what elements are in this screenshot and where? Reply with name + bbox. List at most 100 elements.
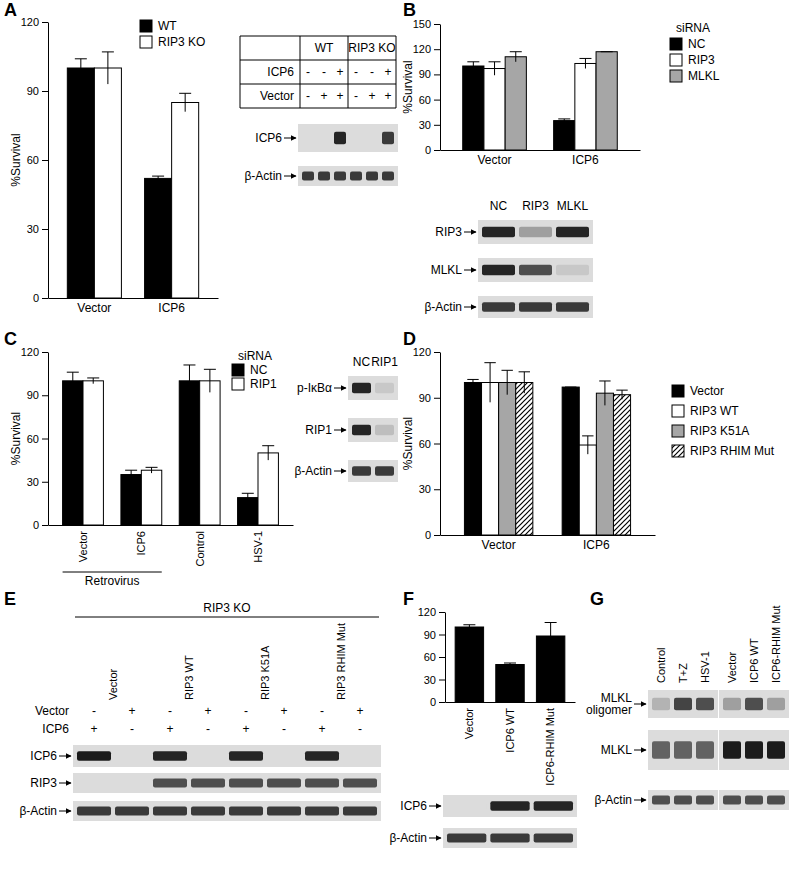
band bbox=[767, 796, 785, 805]
tick-label: ICP6 bbox=[572, 153, 599, 167]
bar bbox=[121, 475, 141, 525]
error-bar bbox=[489, 62, 501, 75]
error-cap bbox=[183, 364, 195, 365]
error-bar bbox=[599, 381, 610, 405]
row-label: RIP3 bbox=[435, 225, 462, 239]
table-rule bbox=[348, 36, 349, 108]
row-label: β-Actin bbox=[294, 464, 332, 478]
band bbox=[318, 172, 330, 181]
error-cap bbox=[510, 51, 522, 52]
tick: 120 bbox=[418, 606, 445, 618]
legend-swatch bbox=[140, 20, 152, 32]
error-cap bbox=[501, 370, 512, 371]
label-arrow bbox=[59, 783, 71, 784]
bar bbox=[179, 381, 199, 525]
bar bbox=[496, 665, 524, 703]
axis-line bbox=[445, 613, 446, 703]
tick-label: ICP6 bbox=[135, 531, 147, 555]
tick-label: 0 bbox=[425, 144, 431, 156]
y-axis: 0306090120 bbox=[21, 16, 49, 304]
bar bbox=[596, 52, 617, 150]
marks bbox=[455, 623, 565, 703]
tick: Control bbox=[194, 525, 206, 566]
tick-label: 30 bbox=[419, 119, 431, 131]
band bbox=[229, 779, 263, 788]
x-axis: Vector ICP6 bbox=[441, 150, 641, 167]
tick-label: 30 bbox=[27, 476, 39, 488]
tick-mark bbox=[439, 702, 445, 703]
blot-background bbox=[443, 795, 577, 817]
blot-panel: ControlT+ZHSV-1VectorICP6 WTICP6-RHIM Mu… bbox=[586, 589, 789, 810]
axis-line bbox=[441, 150, 641, 151]
band bbox=[375, 466, 394, 476]
lane-label: RIP1 bbox=[371, 355, 398, 369]
tick: ICP6 bbox=[135, 525, 147, 555]
condition-sign: - bbox=[306, 65, 310, 79]
bar-panel: 0306090120150VectorICP6%SurvivalsiRNANCR… bbox=[401, 0, 719, 167]
legend-swatch bbox=[672, 385, 684, 397]
tick-label: 0 bbox=[33, 292, 39, 304]
row-label: MLKL bbox=[431, 263, 463, 277]
error-bar bbox=[467, 62, 479, 70]
legend-swatch bbox=[672, 405, 684, 417]
tick: Vector bbox=[478, 150, 512, 167]
band bbox=[674, 698, 692, 710]
tick-label: 0 bbox=[425, 529, 431, 541]
tick-label: 60 bbox=[424, 651, 436, 663]
condition-sign: + bbox=[128, 704, 135, 718]
condition-sign: + bbox=[384, 65, 391, 79]
panel-letter: B bbox=[403, 0, 416, 20]
band bbox=[302, 172, 314, 181]
condition-sign: + bbox=[336, 65, 343, 79]
error-bar bbox=[501, 370, 512, 394]
band bbox=[305, 807, 339, 816]
error-cap bbox=[599, 380, 610, 381]
label-arrow bbox=[429, 806, 441, 807]
figure-container: 0306090120VectorICP6%SurvivalWTRIP3 KOAW… bbox=[0, 0, 793, 894]
panel-letter: E bbox=[4, 589, 16, 609]
error-cap bbox=[545, 622, 557, 623]
error-stem bbox=[564, 119, 565, 122]
band bbox=[723, 796, 741, 805]
tick-mark bbox=[42, 482, 48, 483]
table-rule bbox=[300, 36, 301, 108]
tick-mark bbox=[42, 395, 48, 396]
row-label: ICP6 bbox=[400, 799, 427, 813]
blot-background bbox=[719, 790, 789, 810]
bar bbox=[579, 445, 596, 535]
condition-label: Vector bbox=[260, 89, 294, 103]
row-label: MLKLoligomer bbox=[586, 691, 632, 717]
group-label: Vector bbox=[107, 668, 119, 700]
panel-letter: A bbox=[4, 0, 17, 20]
lane-label: RIP3 bbox=[522, 199, 549, 213]
row-label: p-IκBα bbox=[297, 381, 332, 395]
band bbox=[519, 227, 552, 238]
error-bar bbox=[484, 363, 495, 403]
y-axis: 0306090120 bbox=[413, 346, 441, 541]
table-rule bbox=[240, 108, 396, 109]
error-stem bbox=[72, 372, 73, 389]
error-cap bbox=[204, 369, 216, 370]
lane-label: NC bbox=[353, 355, 371, 369]
condition-sign: + bbox=[280, 704, 287, 718]
tick: 30 bbox=[27, 476, 48, 488]
condition-sign: - bbox=[244, 704, 248, 718]
band bbox=[696, 698, 714, 710]
legend-swatch bbox=[140, 36, 152, 48]
legend-label: WT bbox=[158, 19, 177, 33]
tick: 60 bbox=[419, 438, 440, 450]
error-cap bbox=[565, 387, 576, 388]
tick-label: 60 bbox=[419, 94, 431, 106]
error-cap bbox=[558, 118, 570, 119]
legend-title: siRNA bbox=[238, 349, 272, 363]
bar bbox=[63, 381, 83, 525]
band bbox=[447, 834, 486, 843]
bar bbox=[499, 383, 516, 536]
band bbox=[302, 132, 314, 144]
legend-label: RIP3 WT bbox=[690, 404, 739, 418]
tick-mark bbox=[434, 125, 440, 126]
band bbox=[153, 751, 187, 761]
error-cap bbox=[152, 176, 164, 177]
band bbox=[334, 132, 346, 144]
tick-label: ICP6 WT bbox=[504, 708, 516, 753]
